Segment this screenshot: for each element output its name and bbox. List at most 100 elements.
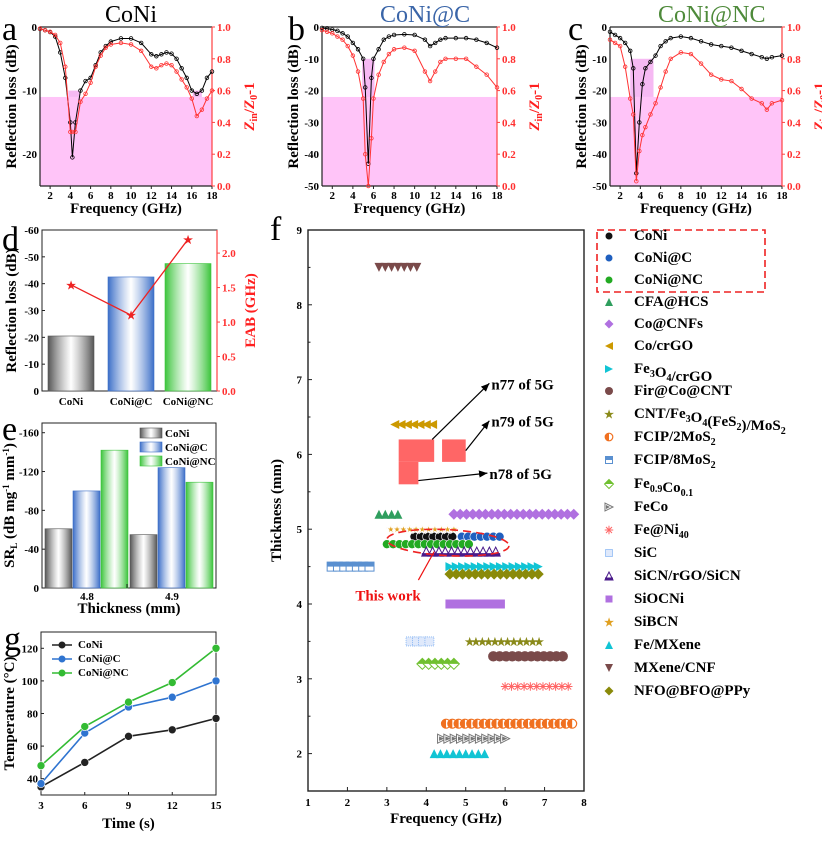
marker-half-square-fill: [339, 562, 349, 567]
legend-icon-half-fill: [605, 577, 613, 580]
marker-triangle-up: [374, 509, 384, 519]
marker-triangle-up: [380, 509, 390, 519]
y-tick-label: -20: [22, 149, 37, 161]
marker-diamond: [536, 508, 548, 520]
x-tick-label: 10: [409, 190, 421, 202]
data-point: [729, 78, 734, 84]
data-point: [376, 72, 381, 77]
marker-diamond: [501, 568, 513, 580]
legend-marker-SiBCN: ★: [604, 617, 614, 629]
x-tick-label: 2: [330, 190, 336, 202]
marker-square: [458, 599, 468, 609]
x-tick-label: 12: [716, 190, 728, 202]
data-point: [154, 66, 159, 71]
ylab-sup: -1: [1, 484, 11, 492]
data-point: [463, 35, 469, 41]
bar-CoNi: [47, 335, 95, 392]
data-point: [169, 51, 174, 56]
legend-text: /crGO: [671, 369, 713, 385]
marker-diamond: [475, 568, 487, 580]
marker-half-triangle-fill: [491, 553, 501, 557]
data-point: [653, 53, 658, 58]
data-point: [433, 40, 438, 46]
data-point: [422, 37, 428, 42]
data-point: [433, 69, 438, 74]
y2-tick-label: 0.2: [787, 149, 801, 161]
legend-label: CFA@HCS: [634, 294, 709, 310]
marker-diamond: [450, 568, 462, 580]
y2-tick-label: 0.0: [502, 181, 516, 193]
legend-text: Co: [662, 480, 680, 496]
data-point: [149, 64, 154, 69]
data-point: [98, 53, 103, 58]
y2-label-sub0: 0: [249, 95, 260, 100]
marker-diamond: [444, 568, 456, 580]
legend-marker-CNT/Fe3O4(FeS2)/MoS2: ★: [604, 409, 614, 421]
marker-triangle-right: [514, 562, 524, 572]
bar-CoNi@C: [107, 276, 155, 392]
y2-label-z0: Z: [527, 100, 543, 110]
legend-icon-triangle-up: [605, 641, 613, 649]
data-point: [484, 72, 489, 77]
panel-title: CoNi@C: [380, 2, 470, 28]
y-tick-label: 3: [297, 674, 303, 686]
y-tick-label: -60: [24, 225, 39, 237]
marker-square: [445, 599, 455, 609]
marker-diamond: [454, 508, 466, 520]
bar-CoNi@NC: [164, 263, 212, 392]
x-tick-label: 1: [305, 797, 311, 809]
data-point: [68, 120, 73, 125]
y-tick-label: -120: [19, 467, 40, 479]
panel-label: e: [2, 411, 17, 448]
y2-tick-label: 0.2: [217, 149, 231, 161]
data-point: [138, 40, 144, 46]
marker-half-circle-fill: [466, 719, 472, 729]
shaded-region: [40, 96, 212, 186]
bar-CoNi@C-4.8: [72, 490, 101, 589]
legend-text: FCIP/2MoS: [634, 429, 711, 445]
marker-half-triangle-fill: [434, 553, 444, 557]
legend-icon-triangle-left: [605, 342, 613, 350]
marker-diamond: [457, 568, 469, 580]
data-point: [453, 56, 459, 61]
legend-text: CoNi@NC: [634, 272, 703, 288]
data-point: [63, 75, 68, 81]
x-tick-label: 8: [581, 797, 587, 809]
data-point: [36, 761, 46, 770]
panel-a: 2 4 6 8 10 12 14 16 180-10-201.00.80.60.40.20.0F…: [2, 2, 260, 217]
data-point: [204, 96, 210, 101]
marker-half-triangle-right-fill: [476, 736, 483, 741]
data-point: [179, 66, 184, 71]
marker-square: [483, 599, 493, 609]
data-point: [381, 59, 386, 65]
data-point: [340, 37, 345, 42]
marker-diamond: [486, 508, 498, 520]
marker-half-triangle-right-fill: [457, 736, 464, 741]
y-tick-label: 0: [314, 22, 320, 34]
data-point: [70, 155, 75, 160]
marker-asterisk: ✳: [557, 681, 566, 693]
marker-triangle-right: [521, 562, 531, 572]
marker-star: ★: [496, 636, 506, 648]
bar-CoNi@NC-4.9: [185, 481, 214, 589]
data-point: [108, 39, 114, 44]
marker-star: ★: [503, 636, 513, 648]
x-tick-label: 16: [756, 190, 768, 202]
panel-label: c: [568, 11, 583, 48]
data-point: [402, 45, 407, 50]
marker-diamond: [520, 568, 532, 580]
x-tick-label: 18: [207, 190, 219, 202]
legend-label: Fe/MXene: [634, 637, 701, 653]
data-point: [617, 35, 623, 41]
x-tick-label: 5: [463, 797, 469, 809]
annotation-n77: n77 of 5G: [491, 377, 554, 393]
marker-triangle-right: [445, 562, 455, 572]
marker-star-open: ★: [417, 524, 427, 536]
panel-label: a: [2, 11, 17, 48]
marker-half-circle-fill: [485, 719, 491, 729]
marker-triangle-up: [480, 749, 490, 759]
data-point: [149, 52, 154, 57]
data-point: [355, 69, 361, 74]
marker-triangle-up: [473, 749, 483, 759]
data-point: [355, 47, 361, 52]
